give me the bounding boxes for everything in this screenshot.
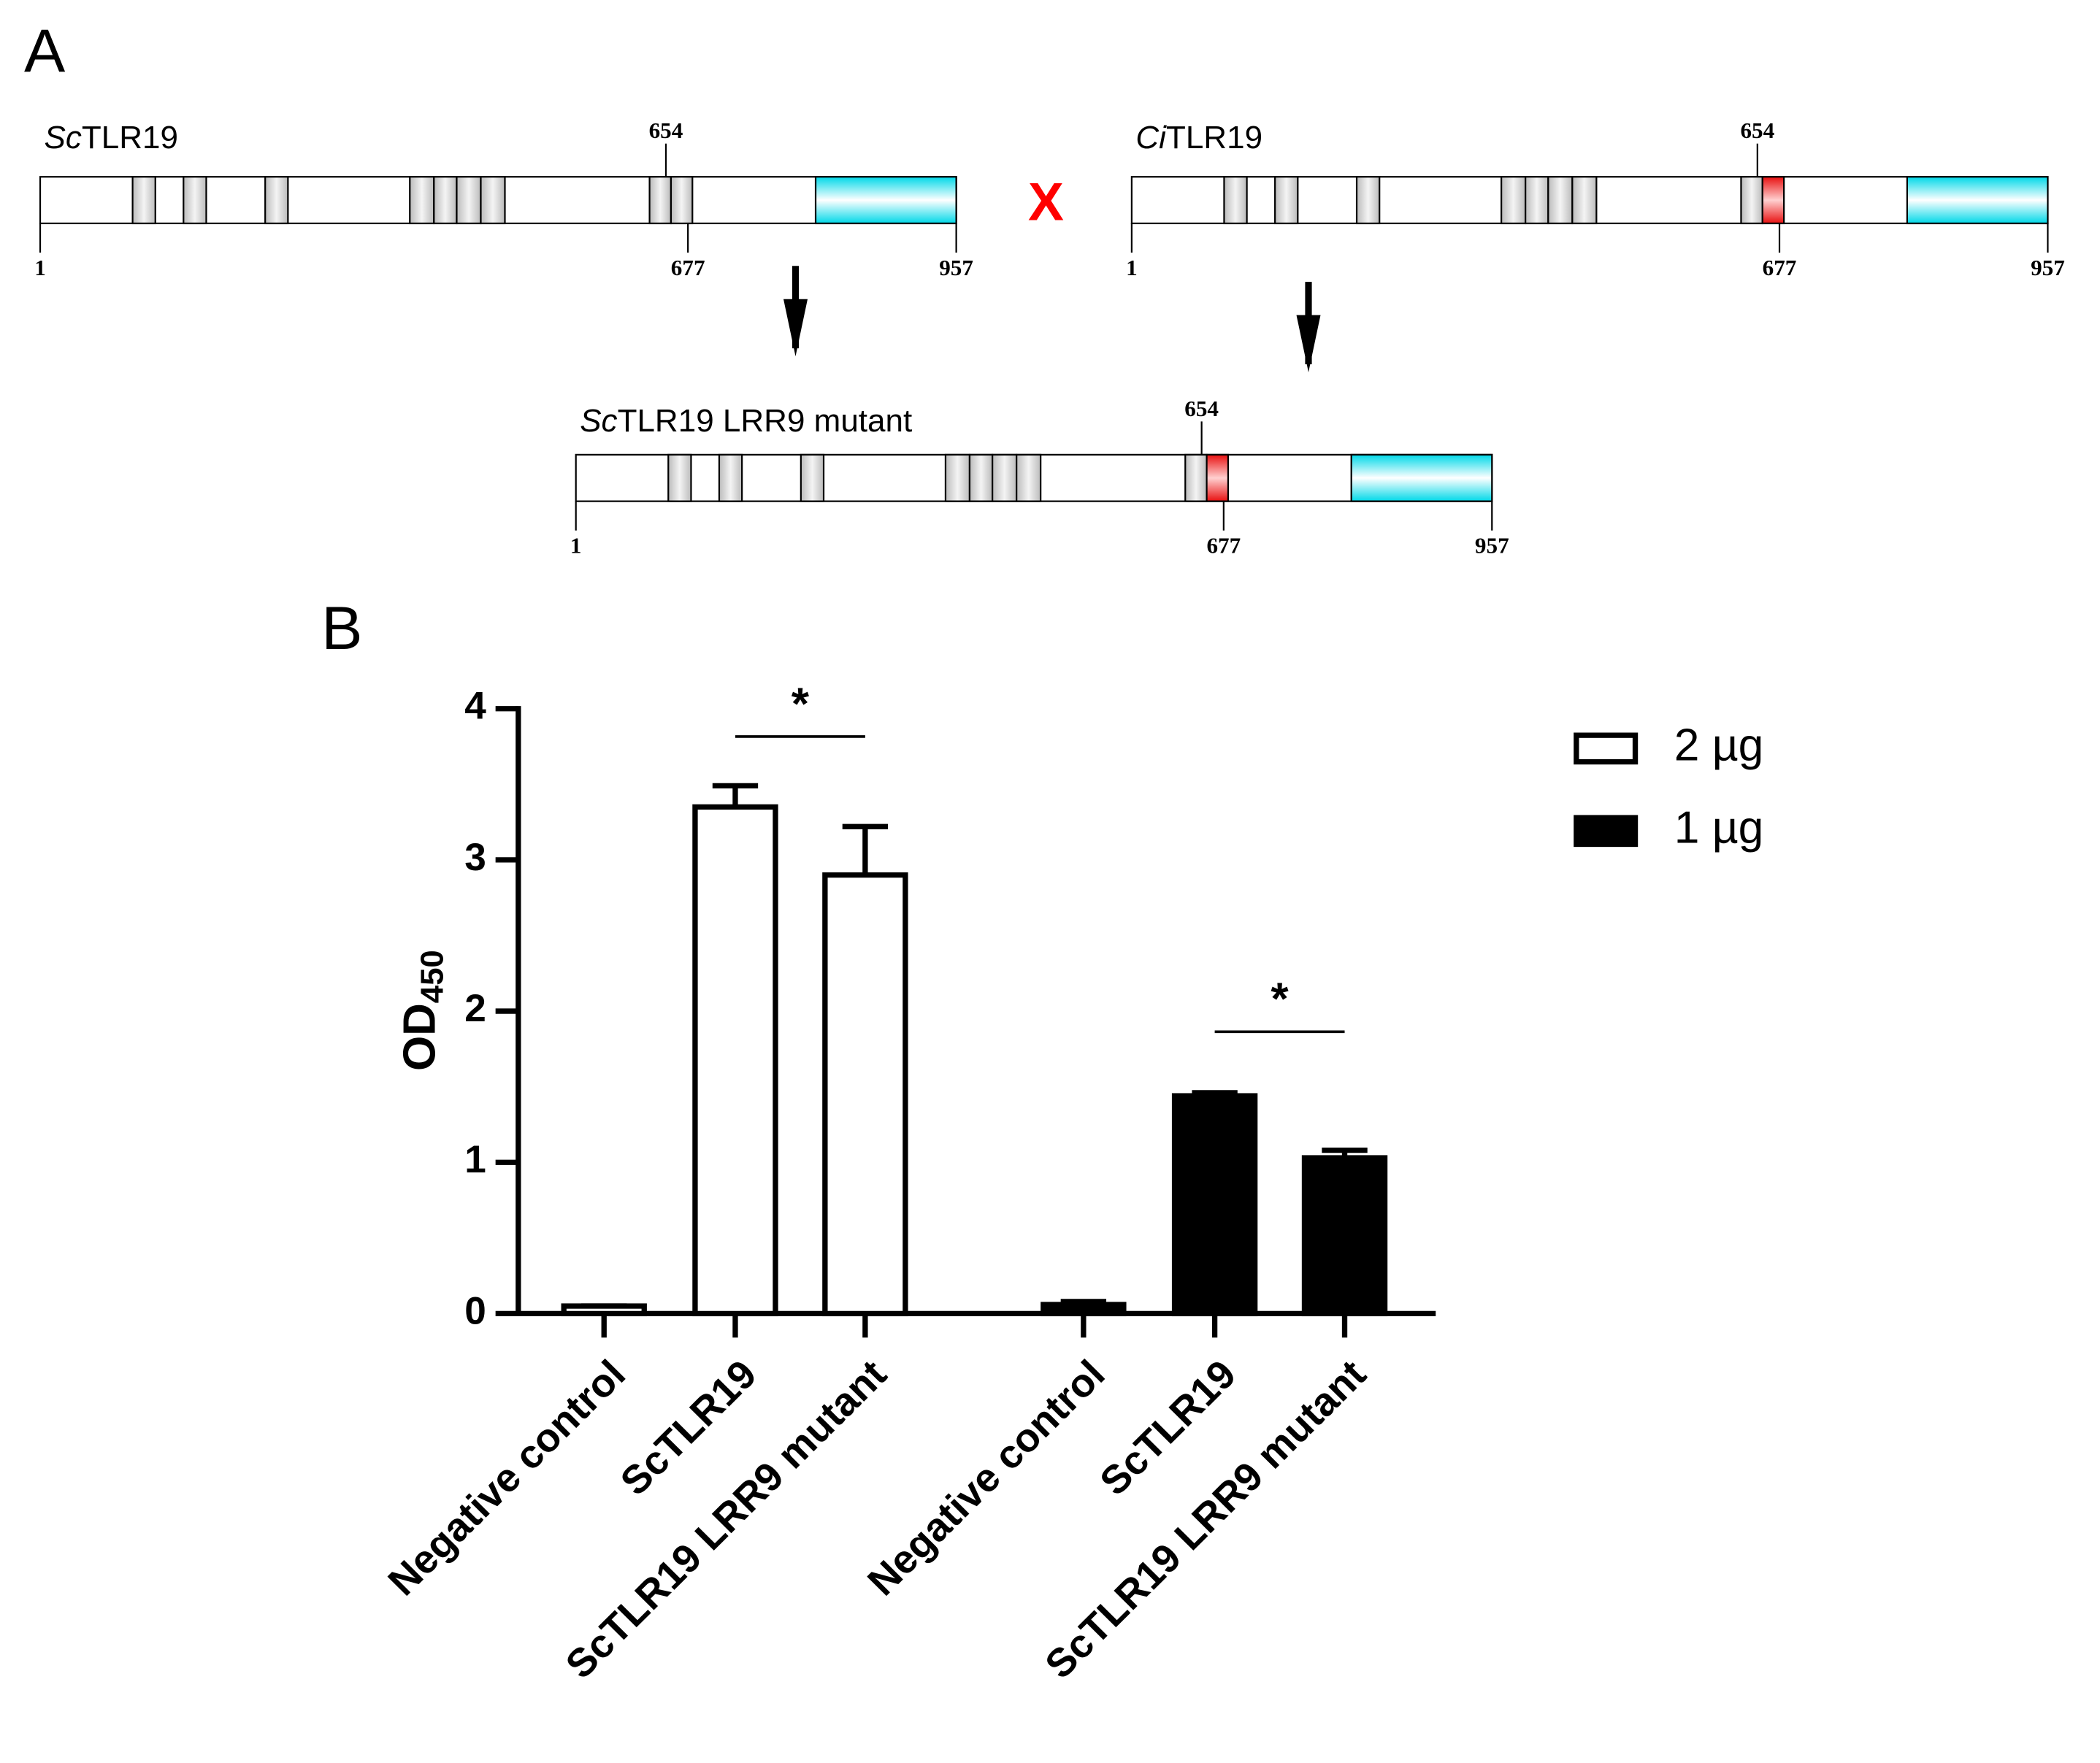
y-tick-label: 2 [464,987,486,1030]
legend-label: 2 µg [1674,721,1764,771]
arrow-head [783,299,808,357]
bar [561,1303,647,1317]
position-label: 677 [1206,533,1241,558]
protein-name: CiTLR19 [1135,120,1262,155]
y-axis-label: OD450 [395,950,450,1071]
lrr-domain [456,176,482,225]
tir-domain [1906,176,2049,225]
lrr-domain [968,453,994,502]
lrr-domain [718,453,743,502]
position-label: 1 [1126,255,1138,280]
lrr-domain [264,176,289,225]
position-label: 957 [1475,533,1509,558]
lrr-domain [1223,176,1248,225]
cross-mark: X [1028,173,1064,232]
lrr-domain [1740,176,1763,225]
name-italic: Sc [580,403,617,439]
lrr-domain [800,453,825,502]
tir-domain [814,176,957,225]
bar [1301,1155,1388,1317]
legend-swatch [1574,815,1639,848]
bar [692,804,778,1317]
lrr-domain [433,176,458,225]
lrr-domain [1355,176,1381,225]
x-tick-label: Negative control [859,1351,1114,1604]
significance-label: * [1271,975,1289,1025]
position-label: 654 [1740,118,1774,143]
name-italic: Sc [45,120,82,155]
y-label-main: OD [395,1003,445,1071]
protein-name: ScTLR19 [45,120,178,155]
legend-swatch [1574,732,1639,765]
significance-label: * [792,679,810,729]
tir-domain [1350,453,1493,502]
mutant-lrr9 [1206,453,1230,502]
y-label-sub: 450 [414,950,450,1003]
panel-label: B [321,594,362,662]
lrr-domain [944,453,971,502]
y-tick-label: 0 [464,1290,486,1333]
lrr-domain [1184,453,1208,502]
y-tick-label: 4 [464,685,486,728]
lrr-domain [1016,453,1042,502]
lrr-domain [648,176,672,225]
bar [1041,1302,1127,1317]
bar [822,872,908,1317]
position-label: 1 [570,533,582,558]
name-rest: TLR19 LRR9 mutant [618,403,913,439]
y-tick-label: 3 [464,836,486,879]
arrow-head [1296,315,1321,372]
lrr-domain [992,453,1018,502]
lrr-domain [1501,176,1527,225]
position-label: 654 [649,118,683,143]
lrr-domain [480,176,506,225]
lrr-domain [183,176,207,225]
bar [1171,1093,1258,1317]
name-rest: TLR19 [82,120,178,155]
lrr-domain [131,176,156,225]
lrr-domain [667,453,692,502]
lrr-domain [1525,176,1549,225]
lrr-domain [1571,176,1598,225]
lrr-domain [409,176,435,225]
position-label: 677 [671,255,705,280]
lrr-domain [670,176,694,225]
lrr-domain [1547,176,1574,225]
name-italic: Ci [1135,120,1167,155]
position-label: 677 [1763,255,1797,280]
mutant-lrr9 [1761,176,1785,225]
lrr-domain [1274,176,1299,225]
y-tick-label: 1 [464,1138,486,1181]
position-label: 957 [2031,255,2065,280]
position-label: 654 [1184,396,1219,421]
protein-name: ScTLR19 LRR9 mutant [580,403,912,439]
position-label: 1 [34,255,46,280]
x-tick-label: Negative control [379,1351,634,1604]
panel-label: A [24,17,65,85]
legend-label: 1 µg [1674,803,1764,853]
name-rest: TLR19 [1166,120,1262,155]
position-label: 957 [939,255,973,280]
